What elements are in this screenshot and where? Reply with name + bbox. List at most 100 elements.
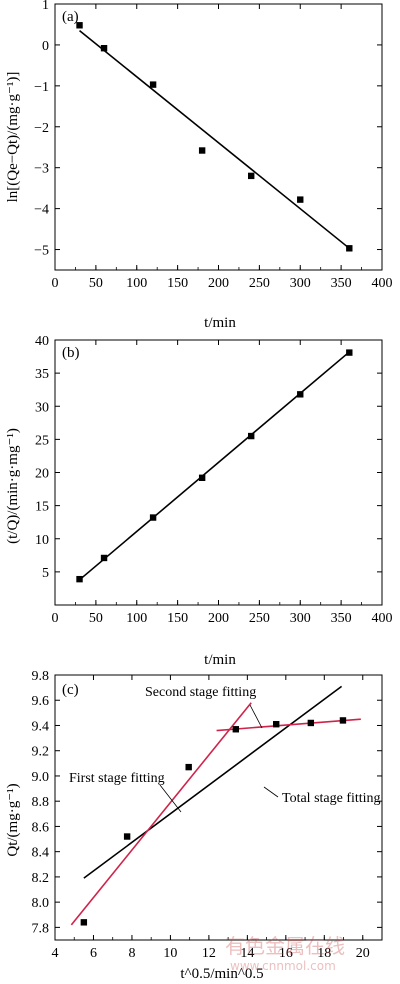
annotation-first-stage-leader [159,784,182,813]
panel-c-x-tick-label: 12 [202,946,216,961]
panel-b-data-point [248,432,255,440]
panel-a-x-tick-label: 0 [52,276,59,291]
panel-b-x-axis-label: t/min [204,652,236,668]
panel-c-data-point [307,719,315,727]
panel-c-y-tick-label: 7.8 [32,921,50,936]
panel-c-x-axis-label: t^0.5/min^0.5 [180,966,263,982]
panel-c-y-tick-label: 9.6 [32,694,50,709]
panel-b-y-tick-label: 30 [35,400,49,415]
panel-c-plot-frame [54,674,383,941]
panel-a-data-point [76,22,83,29]
panel-b-x-tick-label: 150 [167,611,188,626]
panel-a-x-tick-label: 200 [208,276,229,291]
panel-b-y-tick-label: 20 [35,467,49,482]
annotation-total-stage: Total stage fitting [282,791,381,806]
panel-c-y-tick-label: 8.0 [32,896,50,911]
panel-c-y-tick-label: 9.8 [32,669,50,684]
panel-a-x-tick-label: 100 [126,276,147,291]
panel-a-y-axis-label: ln[(Qe−Qt)/(mg·g⁻¹)] [5,72,21,203]
panel-c-x-tick-label: 10 [163,946,177,961]
panel-c-y-tick-label: 8.4 [32,846,50,861]
panel-b-data-point [76,575,83,583]
panel-c-data-point [273,721,280,728]
panel-b-y-tick-label: 40 [35,334,49,349]
panel-c-x-tick-label: 8 [128,946,135,961]
panel-c-y-tick-label: 8.6 [32,820,50,835]
panel-c-data-point [339,717,347,724]
panel-a-y-tick-label: 0 [42,39,49,54]
panel-c-y-tick-label: 8.2 [32,871,50,886]
panel-c-y-tick-label: 9.2 [32,745,50,760]
panel-b-data-point [100,554,108,562]
panel-a: 0 50 100 150 200 250 300 350 400 −5 −4 −3 −2 −1 0 1 [34,0,392,291]
panel-c-x-tick-label: 14 [240,946,254,961]
panel-a-data-point [346,245,353,252]
panel-b-x-tick-label: 400 [372,611,393,626]
panel-c-x-tick-label: 4 [52,946,59,961]
panel-b: 0 50 100 150 200 250 300 350 400 5 10 15 20 25 30 35 40 [35,334,393,626]
panel-b-x-tick-label: 350 [331,611,352,626]
panel-a-y-tick-label: −3 [34,162,49,177]
panel-c-data-point [232,726,240,733]
panel-c-y-tick-label: 8.8 [32,795,50,810]
panel-c-y-axis-label: Qt/(mg·g⁻¹) [5,783,21,856]
panel-c-x-tick-label: 6 [90,946,97,961]
panel-c-x-tick-label: 20 [356,946,370,961]
panel-a-x-tick-label: 400 [372,276,393,291]
annotation-second-stage-leader [249,704,263,729]
panel-c-fit-line-2 [216,718,361,732]
panel-a-label: (a) [62,9,79,25]
panel-a-x-tick-label: 350 [331,276,352,291]
panel-a-data-point [198,147,206,154]
panel-a-y-tick-label: −4 [34,203,49,218]
panel-a-y-tick-label: −1 [34,80,49,95]
panel-c-data-point [80,919,88,926]
annotation-first-stage: First stage fitting [69,771,165,786]
panel-b-data-point [198,474,206,481]
panel-c-data-point [123,833,131,840]
panel-a-data-point [297,196,304,203]
annotation-total-stage-leader [263,786,279,798]
panel-a-x-tick-label: 250 [249,276,270,291]
panel-b-x-tick-label: 300 [290,611,311,626]
panel-c-label: (c) [62,682,79,698]
panel-a-plot-frame [54,3,383,271]
panel-b-y-tick-label: 15 [35,500,49,515]
panel-b-data-point [149,514,157,521]
panel-b-fit-line-0 [79,351,350,581]
panel-c-x-tick-label: 16 [279,946,293,961]
panel-c-data-point [185,763,192,771]
panel-b-plot-frame [54,339,383,606]
panel-b-x-tick-label: 100 [126,611,147,626]
panel-b-label: (b) [62,345,80,361]
watermark-url: www.cnnmol.com [230,959,336,973]
panel-b-x-tick-label: 0 [52,611,59,626]
panel-c: 4 6 8 10 12 14 16 18 20 7.8 8.0 8.2 8.4 8.6 8.8 9.0 9.2 9… [32,669,383,961]
panel-b-y-axis-label: (t/Q)/(min·g·mg⁻¹) [5,428,21,544]
panel-a-data-point [100,44,108,52]
panel-c-fit-line-0 [83,685,343,879]
watermark-text: 有色金属在线 [225,934,345,958]
panel-a-x-tick-label: 150 [167,276,188,291]
panel-a-y-tick-label: −5 [34,244,49,259]
panel-b-data-point [297,391,304,398]
panel-b-x-tick-label: 250 [249,611,270,626]
panel-b-data-point [346,349,353,356]
panel-a-x-tick-label: 50 [89,276,103,291]
panel-b-y-tick-label: 35 [35,367,49,382]
panel-c-x-tick-label: 18 [317,946,331,961]
panel-a-data-point [248,172,255,180]
panel-c-y-tick-label: 9.4 [32,719,50,734]
panel-b-y-tick-label: 25 [35,433,49,448]
panel-b-y-tick-label: 10 [35,533,49,548]
panel-c-fit-line-1 [70,702,252,926]
panel-a-y-tick-label: −2 [34,121,49,136]
annotation-second-stage: Second stage fitting [145,685,256,700]
panel-b-x-tick-label: 50 [89,611,103,626]
panel-c-y-tick-label: 9.0 [32,770,50,785]
panel-a-x-axis-label: t/min [204,315,236,331]
panel-a-fit-line-0 [79,29,350,249]
panel-b-y-tick-label: 5 [42,566,49,581]
panel-a-y-tick-label: 1 [42,0,49,13]
